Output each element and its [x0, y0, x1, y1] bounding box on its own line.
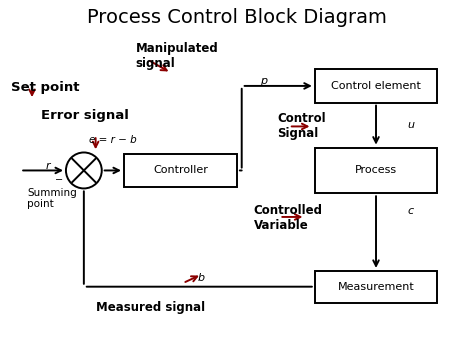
- Text: Measurement: Measurement: [337, 282, 414, 292]
- Text: p: p: [260, 76, 267, 86]
- Bar: [315, 148, 438, 193]
- Text: Controlled
Variable: Controlled Variable: [254, 204, 322, 232]
- Text: e = r − b: e = r − b: [89, 135, 137, 145]
- Text: Set point: Set point: [11, 81, 79, 94]
- Bar: [315, 271, 438, 302]
- Text: r: r: [45, 161, 50, 171]
- Text: Process Control Block Diagram: Process Control Block Diagram: [87, 8, 387, 27]
- Text: −: −: [55, 175, 64, 185]
- Text: u: u: [408, 120, 415, 130]
- Text: Error signal: Error signal: [41, 109, 129, 122]
- Text: Controller: Controller: [153, 165, 208, 175]
- Text: Measured signal: Measured signal: [96, 301, 205, 314]
- Text: Control element: Control element: [331, 81, 421, 91]
- Text: c: c: [408, 206, 414, 216]
- Text: Process: Process: [355, 165, 397, 175]
- Text: b: b: [197, 273, 205, 283]
- Bar: [315, 69, 438, 103]
- Text: Summing
point: Summing point: [27, 188, 77, 209]
- Text: Manipulated
signal: Manipulated signal: [136, 42, 219, 70]
- Bar: [124, 154, 237, 187]
- Text: Control
Signal: Control Signal: [277, 113, 326, 141]
